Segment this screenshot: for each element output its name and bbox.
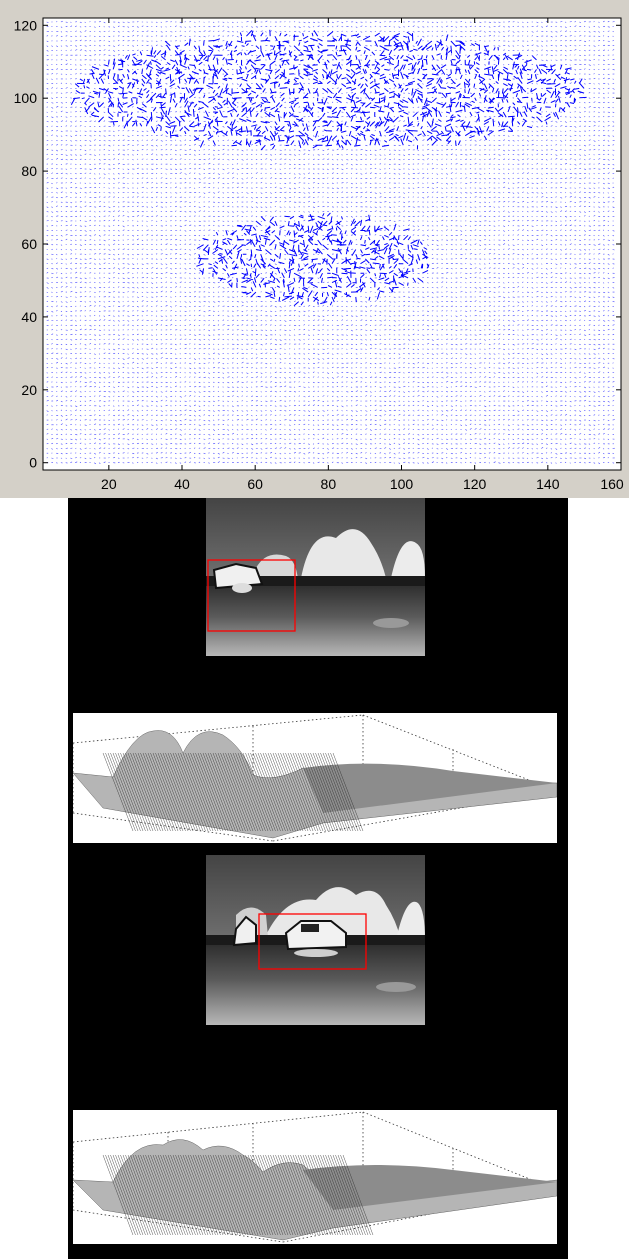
tracking-results-panel: [68, 498, 568, 1259]
dense-velocity-arrows: [70, 29, 587, 307]
tracking-frame-2: [206, 855, 425, 1025]
x-tick-label: 80: [321, 476, 337, 492]
thermal-image-2: [206, 855, 425, 1025]
y-tick-label: 60: [21, 236, 37, 252]
x-tick-label: 20: [101, 476, 117, 492]
quiver-plot-panel: 20 40 60 80 100 120 140 160 0 20 40 60 80 100 120: [0, 0, 629, 498]
tracking-frame-1: [206, 498, 425, 656]
y-tick-label: 40: [21, 309, 37, 325]
x-tick-label: 140: [536, 476, 560, 492]
surface-plot-1: [73, 713, 557, 843]
x-tick-label: 100: [390, 476, 414, 492]
y-axis-ticks: 0 20 40 60 80 100 120: [14, 17, 621, 471]
y-tick-label: 20: [21, 382, 37, 398]
thermal-image-1: [206, 498, 425, 656]
x-axis-ticks: 20 40 60 80 100 120 140 160: [101, 18, 624, 492]
surface-plot-2: [73, 1110, 557, 1244]
quiver-plot: 20 40 60 80 100 120 140 160 0 20 40 60 80 100 120: [0, 0, 629, 498]
tracking-box-1: [207, 559, 296, 632]
tracking-box-2: [258, 913, 367, 970]
x-tick-label: 120: [463, 476, 487, 492]
y-tick-label: 80: [21, 163, 37, 179]
x-tick-label: 160: [600, 476, 624, 492]
surface-mesh-1: [73, 713, 557, 843]
y-tick-label: 120: [14, 17, 38, 33]
y-tick-label: 0: [29, 455, 37, 471]
x-tick-label: 40: [174, 476, 190, 492]
mesh-lines: [102, 1154, 374, 1236]
surface-mesh-2: [73, 1110, 557, 1244]
x-tick-label: 60: [247, 476, 263, 492]
mesh-lines: [102, 752, 364, 832]
y-tick-label: 100: [14, 90, 38, 106]
